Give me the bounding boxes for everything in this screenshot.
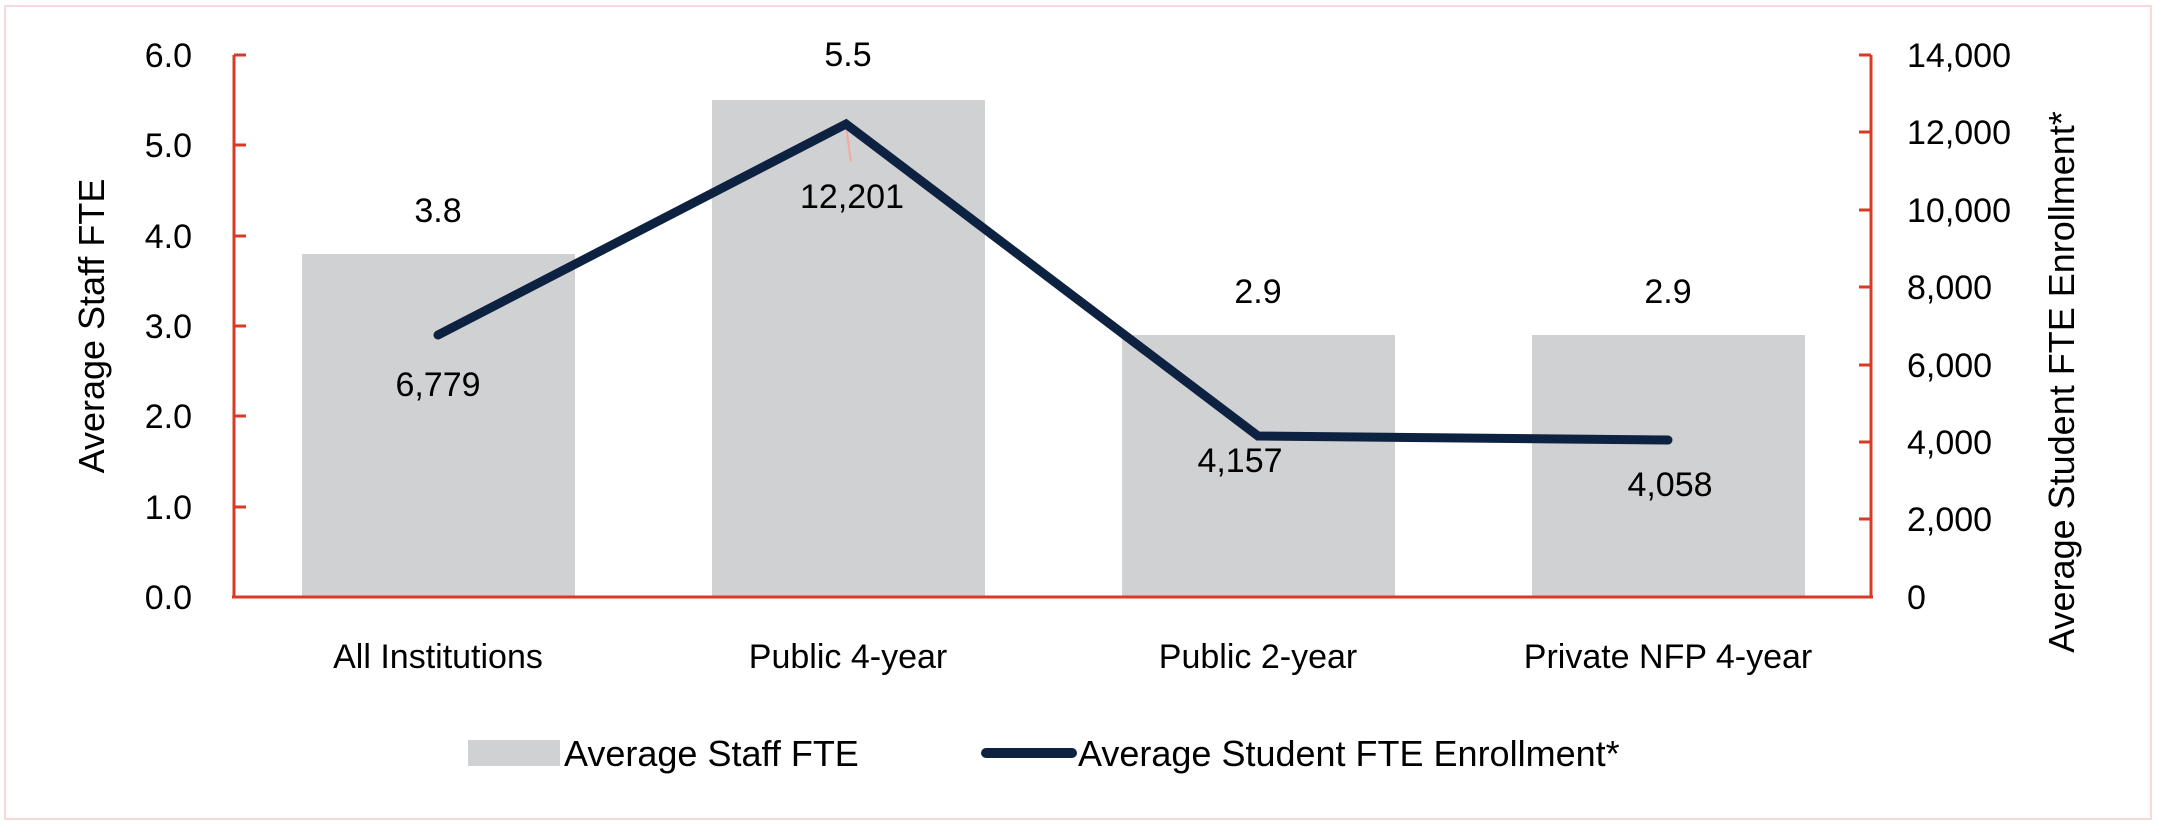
right-tick-labels: 0 2,000 4,000 6,000 8,000 10,000 12,000 … <box>1907 37 2011 617</box>
left-tick: 4.0 <box>145 218 192 256</box>
legend: Average Staff FTE Average Student FTE En… <box>468 733 1620 774</box>
left-tick: 3.0 <box>145 308 192 346</box>
right-tick: 0 <box>1907 579 1926 617</box>
bar-all-institutions <box>302 254 575 597</box>
right-tick: 6,000 <box>1907 347 1992 385</box>
category-label: Public 2-year <box>1159 638 1357 676</box>
bar-label: 3.8 <box>414 192 461 230</box>
bar-data-labels: 3.8 5.5 2.9 2.9 <box>414 36 1691 311</box>
left-tick: 1.0 <box>145 489 192 527</box>
right-axis-title: Average Student FTE Enrollment* <box>2041 111 2082 653</box>
line-label: 12,201 <box>800 178 904 216</box>
bar-label: 5.5 <box>824 36 871 74</box>
left-axis-title: Average Staff FTE <box>71 179 112 474</box>
line-label: 6,779 <box>395 366 480 404</box>
bar-label: 2.9 <box>1644 273 1691 311</box>
line-data-labels: 6,779 12,201 4,157 4,058 <box>395 178 1712 504</box>
category-labels: All Institutions Public 4-year Public 2-… <box>333 638 1812 676</box>
bar-label: 2.9 <box>1234 273 1281 311</box>
legend-bar-label: Average Staff FTE <box>564 733 859 774</box>
legend-bar-swatch-icon <box>468 740 560 766</box>
right-tick: 4,000 <box>1907 424 1992 462</box>
bar-private-nfp-4-year <box>1532 335 1805 597</box>
right-axis <box>1859 53 1873 597</box>
left-tick: 5.0 <box>145 127 192 165</box>
line-label: 4,058 <box>1627 466 1712 504</box>
line-series-student-enrollment <box>433 118 1673 445</box>
left-tick-labels: 0.0 1.0 2.0 3.0 4.0 5.0 6.0 <box>145 37 192 617</box>
right-tick: 14,000 <box>1907 37 2011 75</box>
legend-line-label: Average Student FTE Enrollment* <box>1078 733 1620 774</box>
bar-series-staff-fte <box>302 100 1805 597</box>
left-axis <box>232 53 246 597</box>
bar-public-2-year <box>1122 335 1395 597</box>
right-tick: 8,000 <box>1907 269 1992 307</box>
bar-public-4-year <box>712 100 985 597</box>
left-tick: 6.0 <box>145 37 192 75</box>
line-label: 4,157 <box>1197 442 1282 480</box>
chart-frame <box>4 5 2152 820</box>
right-tick: 10,000 <box>1907 192 2011 230</box>
right-tick: 12,000 <box>1907 114 2011 152</box>
category-label: Private NFP 4-year <box>1524 638 1812 676</box>
left-tick: 0.0 <box>145 579 192 617</box>
category-label: Public 4-year <box>749 638 947 676</box>
left-tick: 2.0 <box>145 398 192 436</box>
right-tick: 2,000 <box>1907 501 1992 539</box>
label-leader-line <box>845 125 852 163</box>
category-label: All Institutions <box>333 638 543 676</box>
